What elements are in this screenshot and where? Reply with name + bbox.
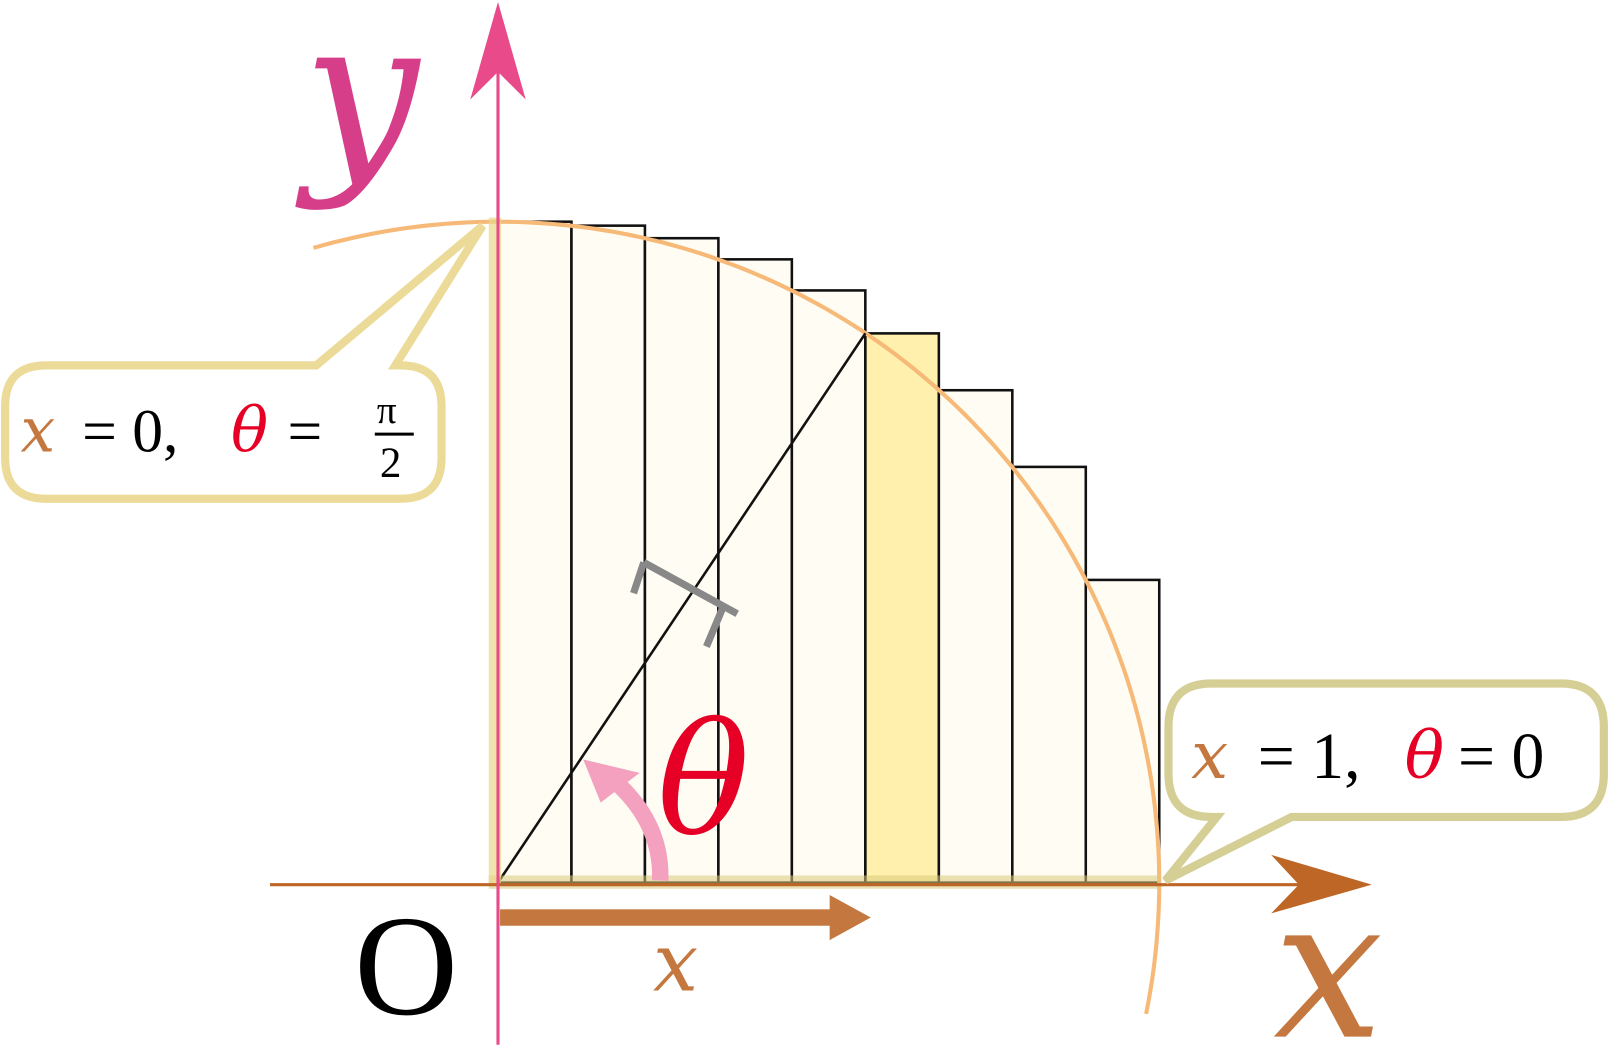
bar-4	[790, 289, 867, 884]
bars	[496, 220, 1161, 884]
bar-5	[864, 332, 941, 884]
x-length-arrowhead-icon	[829, 894, 871, 941]
callout-right-bubble	[1162, 679, 1608, 885]
angle-arc-arrow	[605, 771, 669, 881]
radius-label-1	[630, 559, 739, 648]
callout-right-x: x	[1191, 718, 1228, 794]
bar-0	[496, 220, 573, 884]
callout-top-text: x = 0, θ = π 2	[21, 389, 414, 487]
callout-top-frac-num: π	[377, 389, 397, 432]
callout-right-eq1: = 1,	[1258, 720, 1361, 793]
bar-6	[937, 388, 1014, 884]
x-axis-highlight	[488, 875, 1161, 889]
angle-arrowhead-icon	[583, 759, 640, 803]
bar-7	[1011, 465, 1088, 884]
callout-right-eq2: = 0	[1458, 720, 1544, 793]
x-axis-arrow-icon	[1271, 854, 1372, 914]
bar-8	[1084, 578, 1161, 884]
y-axis-arrow-icon	[470, 2, 526, 100]
angle-label: θ	[657, 691, 750, 870]
bar-2	[643, 236, 720, 884]
radius-line	[496, 332, 867, 884]
x-length-label: x	[653, 916, 698, 1009]
callout-right-theta: θ	[1405, 718, 1445, 794]
callout-top-frac-den: 2	[380, 440, 402, 487]
x-length-arrow	[500, 909, 834, 926]
callout-top-eq1: = 0,	[82, 398, 178, 466]
origin-label: O	[354, 887, 458, 1046]
quarter-circle-curve	[312, 219, 1162, 1015]
callout-top-bubble	[1, 222, 487, 503]
callout-top-theta: θ	[231, 395, 268, 467]
callout-top-x: x	[21, 395, 56, 467]
callout-right-text: x = 1, θ = 0	[1191, 718, 1544, 794]
y-axis-label: y	[295, 0, 422, 213]
x-axis-label: x	[1273, 856, 1383, 1053]
callout-top-eq2: =	[288, 398, 323, 466]
